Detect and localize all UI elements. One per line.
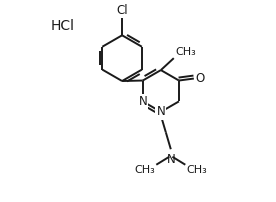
Text: N: N: [138, 95, 147, 108]
Text: CH₃: CH₃: [175, 47, 196, 57]
Text: Cl: Cl: [116, 4, 128, 17]
Text: N: N: [156, 105, 165, 118]
Text: CH₃: CH₃: [134, 165, 155, 175]
Text: N: N: [166, 153, 175, 166]
Text: O: O: [196, 72, 205, 85]
Text: HCl: HCl: [51, 19, 75, 33]
Text: CH₃: CH₃: [186, 165, 207, 175]
